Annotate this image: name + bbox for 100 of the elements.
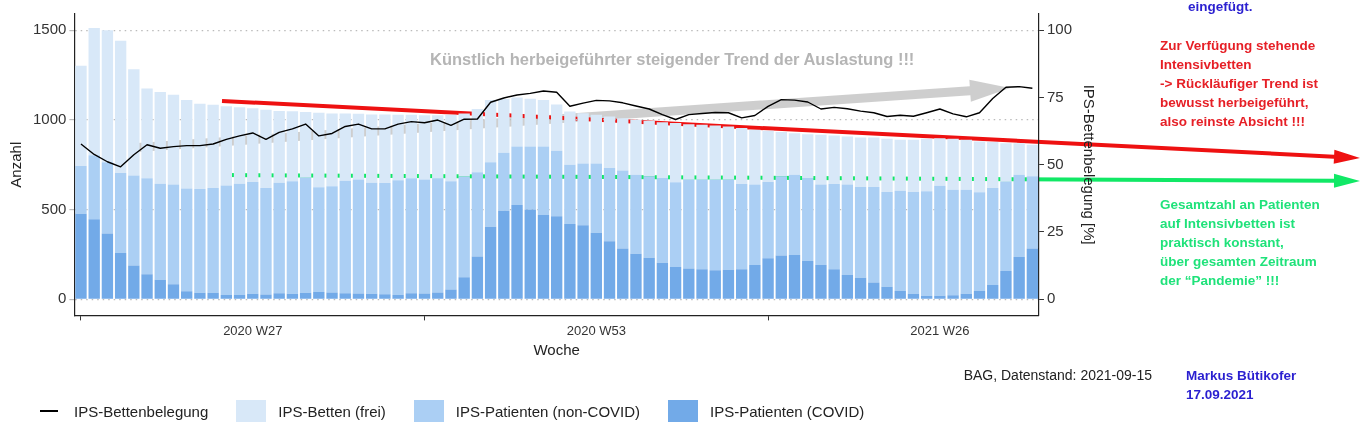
bar [603,168,616,242]
bar [366,114,378,183]
bar [854,277,867,299]
bar [273,182,285,294]
bar [1026,144,1039,177]
bar [788,255,801,299]
bar [656,262,669,299]
bar [920,295,933,299]
legend-label: IPS-Patienten (non-COVID) [455,402,641,420]
y-tick-label: 500 [41,199,67,217]
bar [114,40,127,173]
bar [484,226,497,299]
bar [617,248,629,299]
bar [669,266,682,299]
bar [154,279,166,299]
bar [352,179,365,294]
y2-tick-label: 0 [1046,289,1056,307]
bar [987,142,999,189]
bar [260,294,272,299]
bar [114,172,127,253]
bar [181,188,193,292]
bar [167,184,180,285]
y-tick-label: 1500 [32,20,67,38]
bar [181,100,193,189]
bar [524,146,536,210]
bar [669,123,682,183]
bar [973,141,986,193]
bar [511,97,523,147]
bar [498,152,510,211]
bar [167,284,180,299]
bar [471,256,484,299]
x-axis-title: Woche [533,341,580,359]
bar [802,134,814,178]
bar [894,139,906,191]
bar [802,177,814,262]
bar [841,184,854,276]
bar [339,293,351,299]
x-tick-label: 2021 W26 [910,322,970,338]
bar [299,292,312,299]
bar [868,137,880,187]
bar [683,124,695,180]
annotation: Künstlich herbeigeführter steigender Trend der Auslastung !!! [430,50,915,69]
bar [1026,248,1039,299]
bar [735,183,748,270]
bar [775,132,787,177]
bar [352,113,365,180]
bar [696,269,708,299]
bar [405,114,417,179]
bar [960,139,972,190]
bar [366,293,378,299]
bar [788,133,801,175]
bar [537,100,550,147]
bar [167,94,180,185]
bar [881,286,893,299]
bar [286,111,299,182]
bar [484,162,497,227]
bar [973,291,986,299]
bar [775,176,787,256]
bar [75,213,87,299]
bar [603,241,616,299]
y2-axis-title: IPS-Bettenbelegung [%] [1080,84,1098,245]
text: BAG, Datenstand: 2021-09-15 [963,366,1152,385]
bar [247,293,259,299]
bar [511,146,523,206]
bar [669,182,682,267]
bar [220,106,233,186]
bar [154,183,166,280]
bar [418,293,431,299]
bar [683,268,695,299]
bar [656,122,669,178]
bar [550,104,563,151]
bar [432,292,444,299]
x-tick-label: 2020 W27 [223,322,283,338]
bar [260,188,272,295]
bar [841,136,854,185]
bar [273,110,285,183]
bar [881,138,893,192]
bar [603,116,616,169]
y-axis-title: Anzahl [7,141,25,188]
bar [907,191,920,294]
bar [854,186,867,278]
bar [960,293,972,299]
bar [709,270,721,299]
bar [75,65,87,166]
bar [233,183,246,295]
y2-tick-label: 75 [1046,87,1064,105]
bar [722,269,735,299]
bar [683,179,695,269]
y-tick-label: 1000 [32,109,67,127]
bar [524,209,536,299]
bar [524,98,536,147]
bar [617,170,629,249]
bar [920,191,933,296]
bar [722,126,735,180]
bar [405,293,417,299]
bar [907,139,920,192]
bar [498,99,510,153]
bar [656,177,669,263]
x-tick-label: 2020 W53 [566,322,626,338]
bar [366,182,378,294]
